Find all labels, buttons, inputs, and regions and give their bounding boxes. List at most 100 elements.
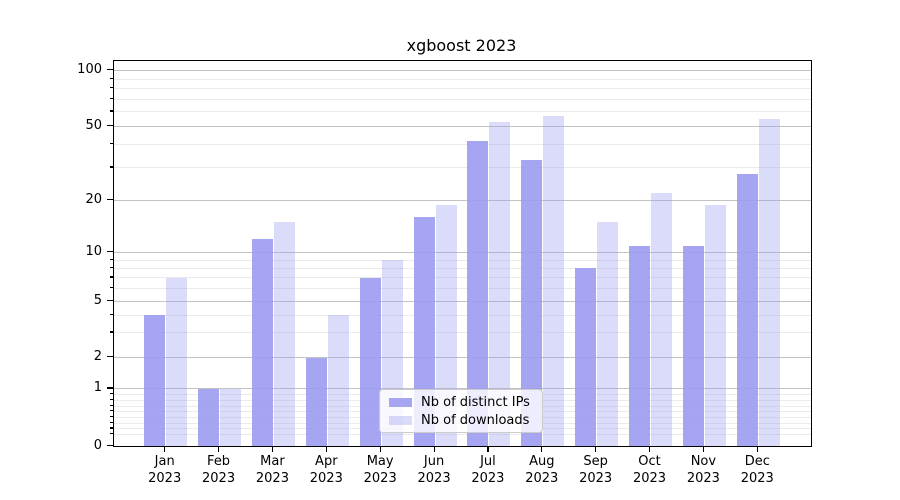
y-minor-tick-mark xyxy=(109,98,113,100)
bar-downloads-jul xyxy=(489,121,511,446)
gridline-minor xyxy=(114,267,811,269)
gridline-major xyxy=(114,70,811,72)
y-minor-tick-mark xyxy=(109,415,113,418)
y-minor-tick-mark xyxy=(109,427,113,429)
x-tick-mark xyxy=(164,446,166,452)
legend-entry-distinct-ips: Nb of distinct IPs xyxy=(389,395,542,410)
y-tick-label: 20 xyxy=(85,192,102,208)
y-tick-mark xyxy=(107,444,113,446)
x-tick-label: Jun 2023 xyxy=(417,454,451,486)
y-tick-mark xyxy=(107,199,113,201)
gridline-major xyxy=(114,252,811,254)
gridline-minor xyxy=(114,434,811,436)
x-tick-label: Oct 2023 xyxy=(632,454,667,486)
chart-title: xgboost 2023 xyxy=(406,36,517,55)
y-tick-label: 2 xyxy=(93,349,102,365)
x-tick-label: Sep 2023 xyxy=(579,454,613,486)
gridline-minor xyxy=(114,332,811,334)
bar-downloads-jun xyxy=(435,204,457,446)
gridline-major xyxy=(114,126,811,128)
y-minor-tick-mark xyxy=(109,87,113,89)
y-tick-mark xyxy=(107,356,113,358)
x-tick-mark xyxy=(541,446,543,452)
bar-distinct-ips-jul xyxy=(467,140,489,446)
legend-entry-downloads: Nb of downloads xyxy=(389,413,542,428)
y-tick-mark xyxy=(107,69,113,71)
bar-distinct-ips-dec xyxy=(736,173,758,446)
x-tick-mark xyxy=(702,446,705,452)
y-minor-tick-mark xyxy=(109,258,113,260)
legend-label-distinct-ips: Nb of distinct IPs xyxy=(421,394,530,410)
x-tick-label: Nov 2023 xyxy=(686,454,720,486)
y-minor-tick-mark xyxy=(109,421,113,423)
gridline-major xyxy=(114,200,811,202)
gridline-minor xyxy=(114,88,811,90)
bar-distinct-ips-aug xyxy=(521,160,543,446)
bar-distinct-ips-feb xyxy=(198,388,220,446)
y-minor-tick-mark xyxy=(109,404,113,406)
legend-label-downloads: Nb of downloads xyxy=(421,412,530,428)
y-tick-label: 5 xyxy=(93,293,102,309)
y-minor-tick-mark xyxy=(109,393,113,395)
gridline-major xyxy=(114,357,811,359)
y-minor-tick-mark xyxy=(109,331,113,333)
x-tick-mark xyxy=(595,446,597,452)
x-tick-label: Mar 2023 xyxy=(255,454,289,486)
x-tick-mark xyxy=(379,446,381,452)
x-tick-label: Aug 2023 xyxy=(525,454,559,486)
gridline-minor xyxy=(114,288,811,290)
y-minor-tick-mark xyxy=(109,110,113,112)
bar-downloads-sep xyxy=(597,222,619,446)
x-tick-label: May 2023 xyxy=(363,454,397,486)
legend-swatch-distinct-ips xyxy=(389,397,412,407)
bar-downloads-jan xyxy=(166,277,188,446)
y-tick-label: 10 xyxy=(85,244,102,260)
x-tick-label: Jul 2023 xyxy=(471,454,505,486)
y-tick-label: 0 xyxy=(93,437,102,453)
gridline-minor xyxy=(114,314,811,316)
gridline-minor xyxy=(114,259,811,261)
bar-distinct-ips-jun xyxy=(413,217,435,446)
bar-distinct-ips-mar xyxy=(251,239,273,446)
bar-downloads-oct xyxy=(651,192,673,446)
y-tick-mark xyxy=(107,300,113,302)
x-tick-mark xyxy=(756,446,758,452)
y-minor-tick-mark xyxy=(109,433,113,435)
y-minor-tick-mark xyxy=(109,143,113,145)
y-minor-tick-mark xyxy=(109,77,113,79)
x-tick-mark xyxy=(433,446,435,452)
bar-distinct-ips-jan xyxy=(144,315,166,446)
x-tick-mark xyxy=(325,446,327,452)
bar-downloads-aug xyxy=(543,116,565,446)
y-tick-label: 100 xyxy=(77,62,102,78)
x-tick-mark xyxy=(271,446,274,452)
gridline-major xyxy=(114,388,811,390)
x-tick-mark xyxy=(649,446,651,452)
legend: Nb of distinct IPs Nb of downloads xyxy=(379,389,543,433)
y-tick-label: 1 xyxy=(93,380,102,396)
y-minor-tick-mark xyxy=(109,276,113,278)
plot-area xyxy=(113,60,812,447)
y-minor-tick-mark xyxy=(109,266,113,269)
bar-downloads-nov xyxy=(704,204,726,446)
gridline-minor xyxy=(114,111,811,113)
x-tick-label: Jan 2023 xyxy=(148,454,182,486)
gridline-minor xyxy=(114,78,811,80)
bar-downloads-apr xyxy=(327,315,349,446)
bar-distinct-ips-oct xyxy=(629,245,651,446)
gridline-minor xyxy=(114,99,811,100)
bar-distinct-ips-sep xyxy=(575,268,597,446)
bar-downloads-mar xyxy=(273,222,295,446)
y-minor-tick-mark xyxy=(109,313,113,316)
y-tick-mark xyxy=(107,251,113,253)
gridline-major xyxy=(114,301,811,303)
y-tick-mark xyxy=(107,125,113,127)
y-minor-tick-mark xyxy=(109,398,113,401)
gridline-minor xyxy=(114,144,811,146)
x-tick-label: Dec 2023 xyxy=(740,454,774,486)
x-tick-mark xyxy=(487,446,489,452)
y-tick-label: 50 xyxy=(85,118,102,134)
legend-swatch-downloads xyxy=(389,415,412,425)
y-minor-tick-mark xyxy=(109,287,113,289)
